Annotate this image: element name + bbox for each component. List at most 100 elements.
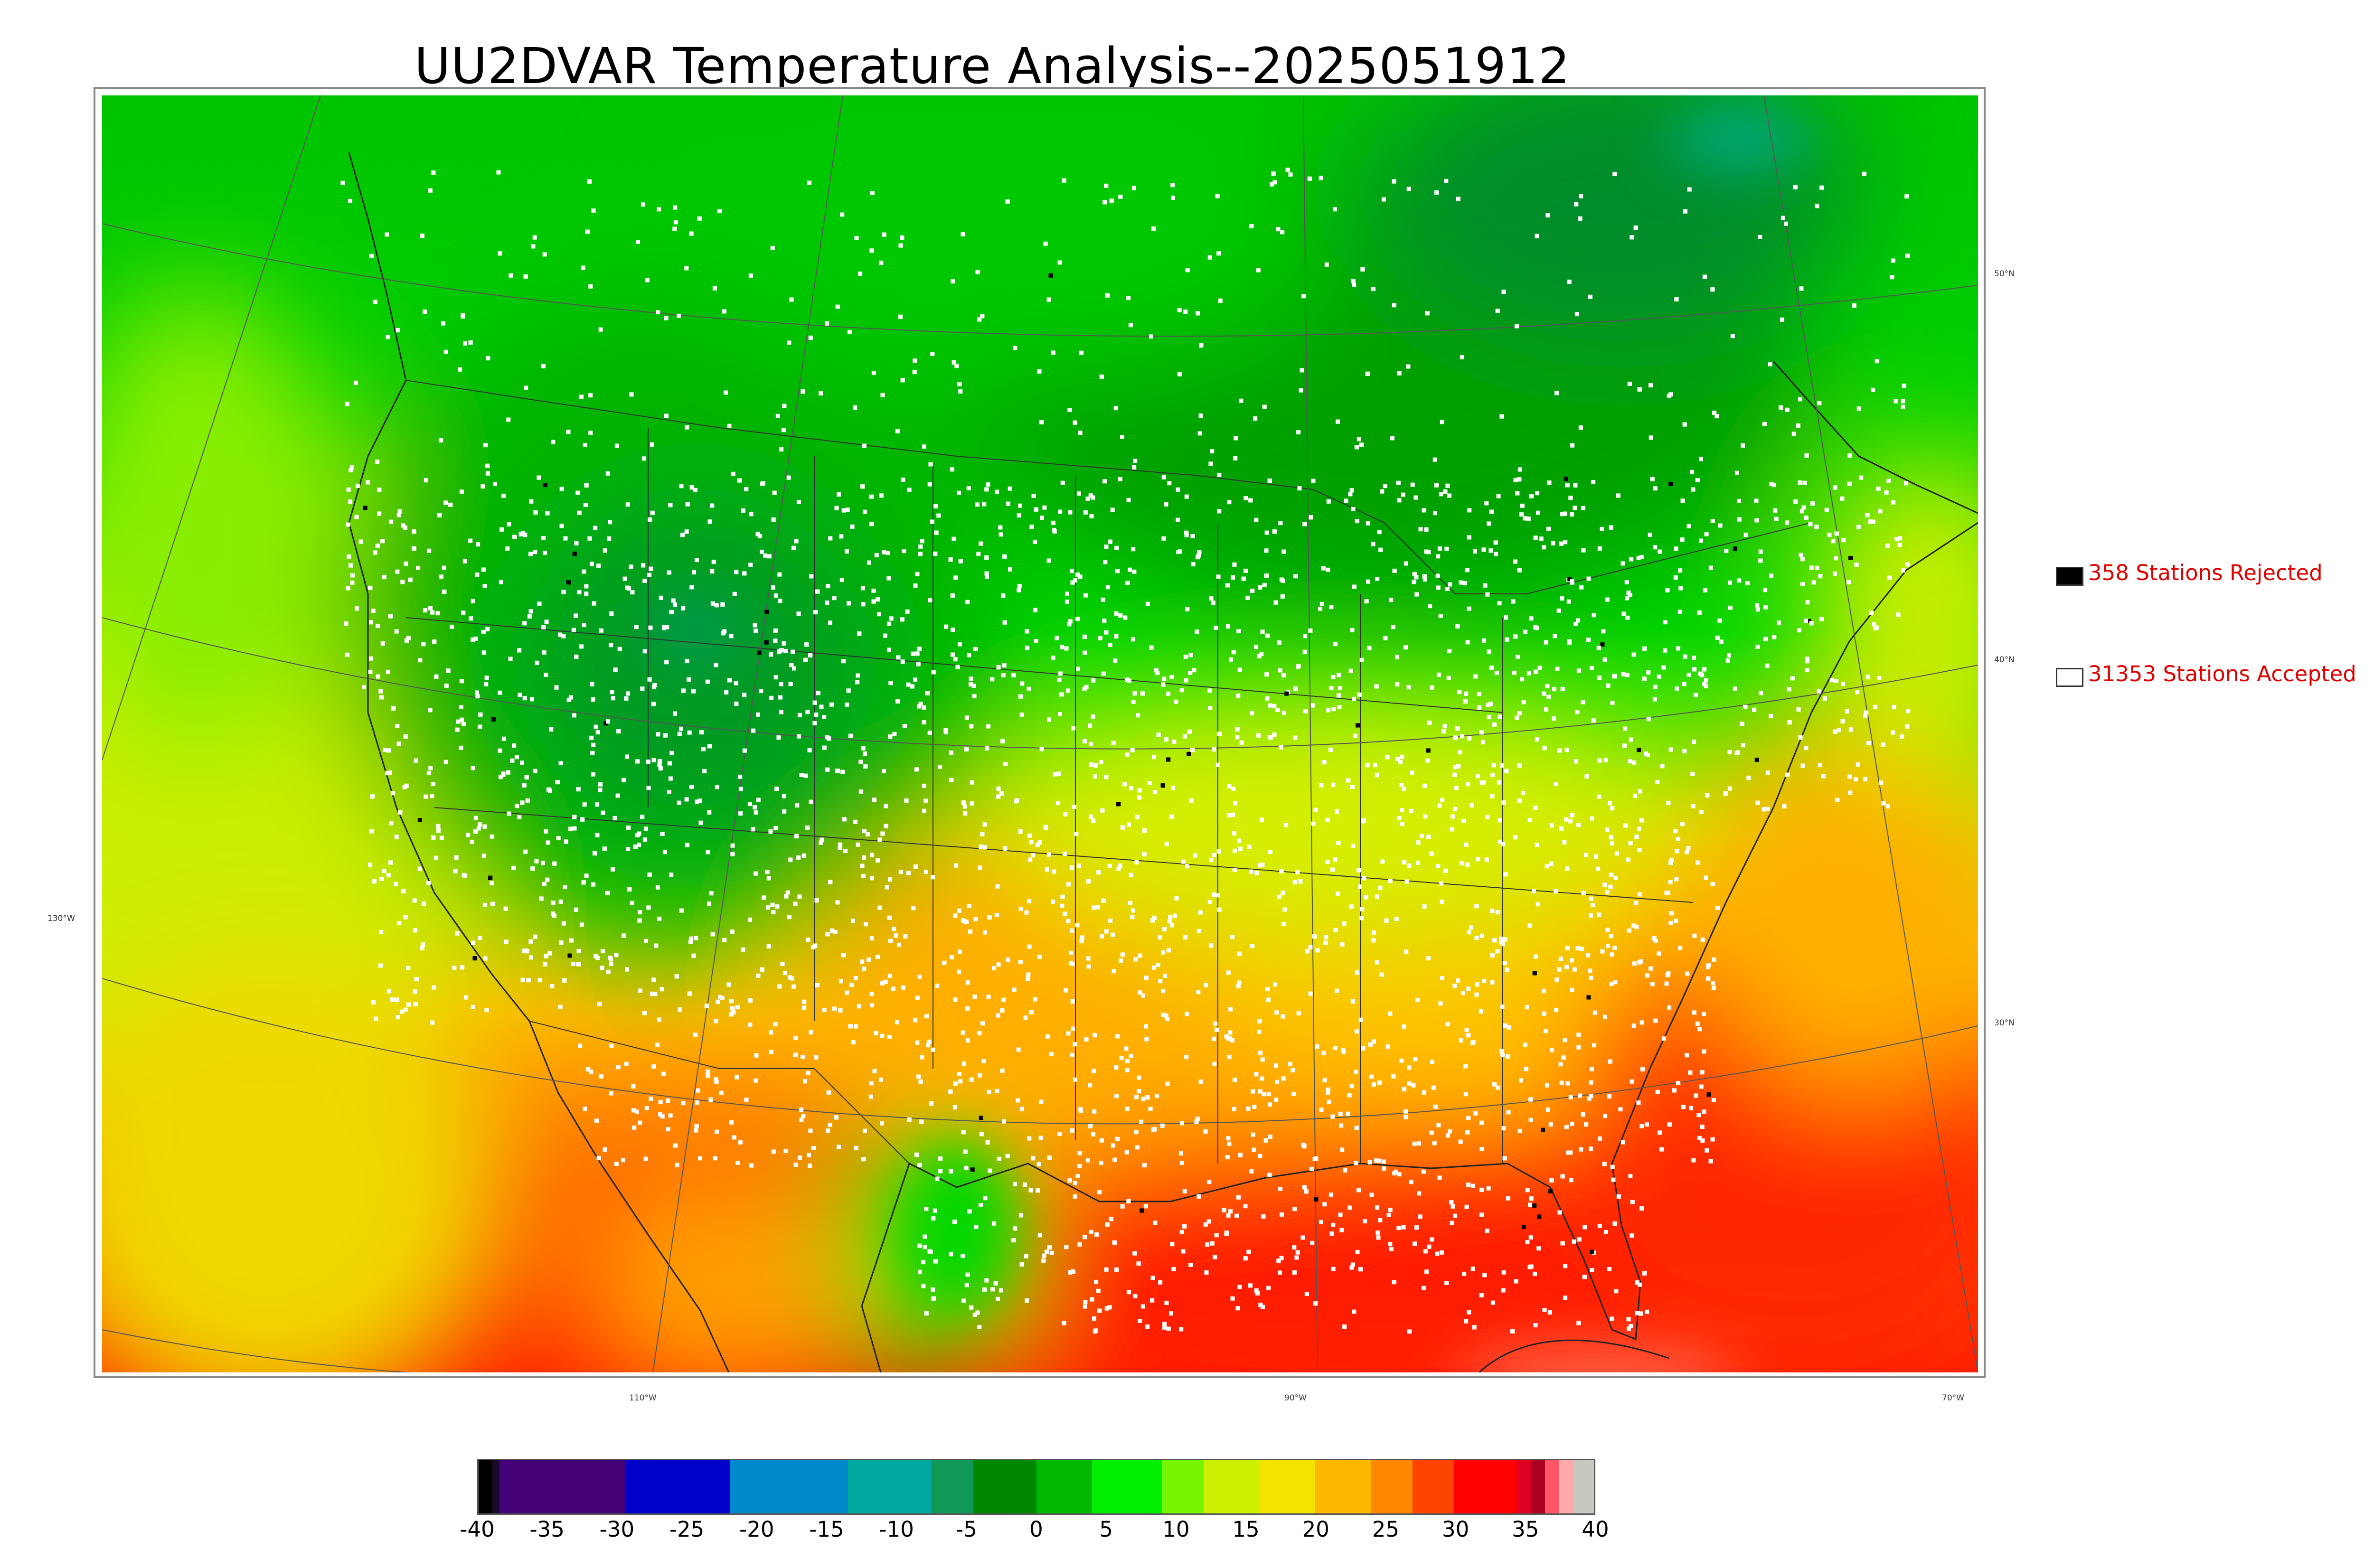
station-accepted-marker [652,685,656,689]
station-accepted-marker [1278,1187,1282,1191]
station-accepted-marker [444,350,448,354]
station-accepted-marker [672,227,677,231]
station-accepted-marker [799,1118,803,1122]
station-accepted-marker [1401,1225,1405,1230]
station-accepted-marker [1502,1270,1506,1275]
station-accepted-marker [1466,1033,1470,1037]
station-accepted-marker [518,693,522,697]
station-accepted-marker [542,650,546,655]
station-accepted-marker [471,1005,475,1009]
station-accepted-marker [1092,1316,1096,1321]
colorbar-tick: -40 [460,1517,495,1542]
station-accepted-marker [444,760,448,764]
station-accepted-marker [779,710,783,714]
station-accepted-marker [389,821,394,825]
station-accepted-marker [386,748,391,752]
station-accepted-marker [1550,1048,1554,1052]
station-accepted-marker [1416,998,1420,1002]
station-accepted-marker [997,962,1001,967]
station-accepted-marker [648,677,652,682]
station-accepted-marker [950,467,954,471]
station-accepted-marker [718,995,722,999]
station-accepted-marker [931,1048,935,1052]
station-accepted-marker [845,703,849,707]
station-rejected-marker [1668,482,1673,486]
station-accepted-marker [1132,570,1136,574]
station-accepted-marker [1170,923,1174,928]
station-accepted-marker [1504,769,1508,773]
station-accepted-marker [986,1140,990,1145]
station-accepted-marker [609,962,613,966]
station-accepted-marker [1125,581,1130,585]
station-accepted-marker [657,207,661,211]
station-accepted-marker [1741,743,1745,747]
station-accepted-marker [1754,499,1759,503]
station-accepted-marker [1559,957,1563,961]
station-accepted-marker [1094,1328,1098,1333]
station-accepted-marker [963,1150,968,1154]
station-accepted-marker [1570,813,1574,817]
station-accepted-marker [428,766,433,770]
station-accepted-marker [1171,196,1175,200]
station-accepted-marker [349,563,353,568]
station-accepted-marker [803,658,808,662]
station-accepted-marker [668,503,672,507]
station-accepted-marker [616,1065,621,1069]
station-accepted-marker [1102,899,1106,903]
station-accepted-marker [1318,607,1322,611]
station-accepted-marker [715,1130,719,1134]
station-accepted-marker [1236,1306,1240,1310]
station-accepted-marker [1818,574,1822,578]
station-accepted-marker [386,873,391,877]
station-accepted-marker [1706,976,1710,981]
station-accepted-marker [1676,837,1680,841]
station-accepted-marker [493,482,497,486]
station-accepted-marker [1479,730,1484,734]
station-accepted-marker [850,525,855,529]
station-accepted-marker [1125,677,1129,682]
station-accepted-marker [1280,230,1284,235]
station-accepted-marker [1071,581,1075,585]
station-accepted-marker [1207,1180,1211,1184]
station-accepted-marker [1131,547,1135,551]
station-accepted-marker [1102,619,1106,623]
station-accepted-marker [1118,477,1122,481]
station-accepted-marker [1279,745,1283,750]
station-accepted-marker [862,444,867,448]
station-accepted-marker [483,957,488,961]
station-accepted-marker [902,549,906,553]
station-accepted-marker [918,975,922,979]
station-accepted-marker [867,958,871,962]
station-accepted-marker [1682,749,1686,753]
station-accepted-marker [611,696,615,700]
station-accepted-marker [1396,1226,1401,1230]
station-accepted-marker [678,1007,682,1012]
station-accepted-marker [1249,870,1253,874]
station-accepted-marker [832,1007,837,1011]
station-accepted-marker [1505,638,1509,642]
station-accepted-marker [388,860,393,864]
station-accepted-marker [1504,615,1508,620]
station-accepted-marker [441,321,445,326]
station-accepted-marker [645,1106,649,1110]
station-accepted-marker [1331,675,1336,679]
station-accepted-marker [424,795,428,799]
station-accepted-marker [1217,473,1221,477]
station-accepted-marker [848,734,853,738]
station-accepted-marker [1705,532,1709,536]
station-accepted-marker [888,939,893,943]
station-accepted-marker [395,629,399,634]
station-accepted-marker [1694,1093,1698,1098]
colorbar-segment [1204,1460,1260,1513]
station-accepted-marker [914,864,918,869]
station-accepted-marker [1459,1038,1463,1042]
station-accepted-marker [524,274,528,279]
station-accepted-marker [1176,518,1180,522]
station-accepted-marker [541,364,546,368]
station-accepted-marker [660,832,665,836]
station-accepted-marker [1017,588,1021,592]
station-accepted-marker [1164,1014,1168,1018]
station-accepted-marker [1135,1145,1140,1149]
station-accepted-marker [1534,955,1538,959]
station-accepted-marker [1252,1148,1256,1152]
